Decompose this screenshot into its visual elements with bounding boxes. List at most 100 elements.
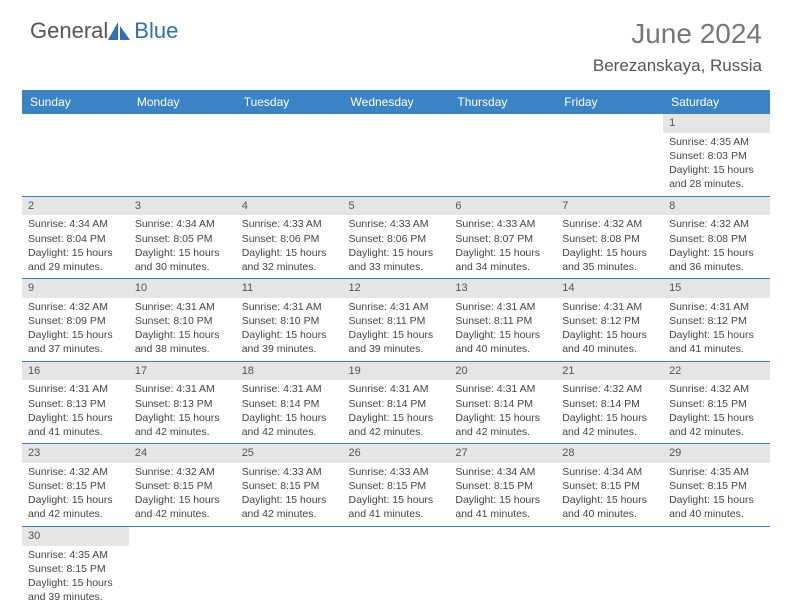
- day-number: 23: [22, 444, 129, 463]
- calendar-cell: [129, 114, 236, 196]
- calendar-cell: 2Sunrise: 4:34 AMSunset: 8:04 PMDaylight…: [22, 196, 129, 279]
- day-details: Sunrise: 4:32 AMSunset: 8:08 PMDaylight:…: [663, 215, 770, 278]
- calendar-cell: 28Sunrise: 4:34 AMSunset: 8:15 PMDayligh…: [556, 444, 663, 527]
- day-number: 30: [22, 527, 129, 546]
- day-details: Sunrise: 4:31 AMSunset: 8:10 PMDaylight:…: [236, 298, 343, 361]
- daylight-line: Daylight: 15 hours and 40 minutes.: [455, 328, 550, 356]
- brand-text-1: General: [30, 18, 108, 44]
- sunrise-line: Sunrise: 4:31 AM: [349, 382, 444, 396]
- day-details: Sunrise: 4:32 AMSunset: 8:09 PMDaylight:…: [22, 298, 129, 361]
- day-number: 8: [663, 197, 770, 216]
- day-details: Sunrise: 4:33 AMSunset: 8:15 PMDaylight:…: [236, 463, 343, 526]
- sunset-line: Sunset: 8:10 PM: [242, 314, 337, 328]
- day-details: Sunrise: 4:31 AMSunset: 8:14 PMDaylight:…: [343, 380, 450, 443]
- day-number: 11: [236, 279, 343, 298]
- calendar-row: 2Sunrise: 4:34 AMSunset: 8:04 PMDaylight…: [22, 196, 770, 279]
- calendar-cell: [129, 526, 236, 608]
- sunset-line: Sunset: 8:14 PM: [242, 397, 337, 411]
- daylight-line: Daylight: 15 hours and 35 minutes.: [562, 246, 657, 274]
- daylight-line: Daylight: 15 hours and 37 minutes.: [28, 328, 123, 356]
- location: Berezanskaya, Russia: [593, 56, 762, 76]
- calendar-cell: [343, 526, 450, 608]
- day-details: Sunrise: 4:34 AMSunset: 8:15 PMDaylight:…: [556, 463, 663, 526]
- day-details: Sunrise: 4:33 AMSunset: 8:15 PMDaylight:…: [343, 463, 450, 526]
- sunrise-line: Sunrise: 4:31 AM: [562, 300, 657, 314]
- sunset-line: Sunset: 8:15 PM: [28, 562, 123, 576]
- calendar-cell: 23Sunrise: 4:32 AMSunset: 8:15 PMDayligh…: [22, 444, 129, 527]
- calendar-cell: 27Sunrise: 4:34 AMSunset: 8:15 PMDayligh…: [449, 444, 556, 527]
- calendar-cell: 5Sunrise: 4:33 AMSunset: 8:06 PMDaylight…: [343, 196, 450, 279]
- calendar-cell: 19Sunrise: 4:31 AMSunset: 8:14 PMDayligh…: [343, 361, 450, 444]
- day-number: 7: [556, 197, 663, 216]
- day-number: 2: [22, 197, 129, 216]
- sunrise-line: Sunrise: 4:33 AM: [242, 465, 337, 479]
- day-details: Sunrise: 4:34 AMSunset: 8:05 PMDaylight:…: [129, 215, 236, 278]
- day-details: Sunrise: 4:33 AMSunset: 8:06 PMDaylight:…: [236, 215, 343, 278]
- sunset-line: Sunset: 8:14 PM: [349, 397, 444, 411]
- calendar-cell: 18Sunrise: 4:31 AMSunset: 8:14 PMDayligh…: [236, 361, 343, 444]
- sunset-line: Sunset: 8:12 PM: [562, 314, 657, 328]
- daylight-line: Daylight: 15 hours and 42 minutes.: [242, 493, 337, 521]
- daylight-line: Daylight: 15 hours and 41 minutes.: [349, 493, 444, 521]
- calendar-cell: 11Sunrise: 4:31 AMSunset: 8:10 PMDayligh…: [236, 279, 343, 362]
- calendar-cell: 21Sunrise: 4:32 AMSunset: 8:14 PMDayligh…: [556, 361, 663, 444]
- sunrise-line: Sunrise: 4:33 AM: [455, 217, 550, 231]
- day-details: Sunrise: 4:32 AMSunset: 8:14 PMDaylight:…: [556, 380, 663, 443]
- daylight-line: Daylight: 15 hours and 41 minutes.: [28, 411, 123, 439]
- sunrise-line: Sunrise: 4:33 AM: [349, 217, 444, 231]
- calendar-cell: 22Sunrise: 4:32 AMSunset: 8:15 PMDayligh…: [663, 361, 770, 444]
- calendar-row: 23Sunrise: 4:32 AMSunset: 8:15 PMDayligh…: [22, 444, 770, 527]
- sunrise-line: Sunrise: 4:31 AM: [242, 300, 337, 314]
- daylight-line: Daylight: 15 hours and 29 minutes.: [28, 246, 123, 274]
- sunset-line: Sunset: 8:14 PM: [562, 397, 657, 411]
- weekday-header: Tuesday: [236, 90, 343, 114]
- sunset-line: Sunset: 8:15 PM: [455, 479, 550, 493]
- day-number: 29: [663, 444, 770, 463]
- daylight-line: Daylight: 15 hours and 36 minutes.: [669, 246, 764, 274]
- calendar-cell: 7Sunrise: 4:32 AMSunset: 8:08 PMDaylight…: [556, 196, 663, 279]
- daylight-line: Daylight: 15 hours and 28 minutes.: [669, 163, 764, 191]
- month-title: June 2024: [593, 18, 762, 50]
- sunset-line: Sunset: 8:03 PM: [669, 149, 764, 163]
- sunset-line: Sunset: 8:04 PM: [28, 232, 123, 246]
- day-details: Sunrise: 4:31 AMSunset: 8:11 PMDaylight:…: [449, 298, 556, 361]
- calendar-cell: 29Sunrise: 4:35 AMSunset: 8:15 PMDayligh…: [663, 444, 770, 527]
- daylight-line: Daylight: 15 hours and 39 minutes.: [349, 328, 444, 356]
- sunrise-line: Sunrise: 4:34 AM: [562, 465, 657, 479]
- day-number: 15: [663, 279, 770, 298]
- sunrise-line: Sunrise: 4:34 AM: [455, 465, 550, 479]
- sunset-line: Sunset: 8:06 PM: [242, 232, 337, 246]
- day-number: 9: [22, 279, 129, 298]
- calendar-cell: [236, 114, 343, 196]
- day-number: 20: [449, 362, 556, 381]
- calendar-cell: 3Sunrise: 4:34 AMSunset: 8:05 PMDaylight…: [129, 196, 236, 279]
- calendar-cell: 10Sunrise: 4:31 AMSunset: 8:10 PMDayligh…: [129, 279, 236, 362]
- day-details: Sunrise: 4:32 AMSunset: 8:15 PMDaylight:…: [22, 463, 129, 526]
- daylight-line: Daylight: 15 hours and 40 minutes.: [562, 493, 657, 521]
- day-details: Sunrise: 4:31 AMSunset: 8:14 PMDaylight:…: [236, 380, 343, 443]
- sunset-line: Sunset: 8:11 PM: [349, 314, 444, 328]
- day-number: 19: [343, 362, 450, 381]
- brand-logo: General Blue: [30, 18, 178, 44]
- day-number: 4: [236, 197, 343, 216]
- weekday-header: Wednesday: [343, 90, 450, 114]
- day-number: 13: [449, 279, 556, 298]
- sunrise-line: Sunrise: 4:32 AM: [562, 217, 657, 231]
- day-details: Sunrise: 4:35 AMSunset: 8:15 PMDaylight:…: [663, 463, 770, 526]
- sunrise-line: Sunrise: 4:32 AM: [135, 465, 230, 479]
- calendar-cell: 6Sunrise: 4:33 AMSunset: 8:07 PMDaylight…: [449, 196, 556, 279]
- sunset-line: Sunset: 8:15 PM: [562, 479, 657, 493]
- sunrise-line: Sunrise: 4:35 AM: [28, 548, 123, 562]
- day-number: 26: [343, 444, 450, 463]
- day-number: 22: [663, 362, 770, 381]
- calendar-cell: 24Sunrise: 4:32 AMSunset: 8:15 PMDayligh…: [129, 444, 236, 527]
- day-number: 24: [129, 444, 236, 463]
- daylight-line: Daylight: 15 hours and 42 minutes.: [135, 411, 230, 439]
- day-number: 16: [22, 362, 129, 381]
- day-details: Sunrise: 4:31 AMSunset: 8:11 PMDaylight:…: [343, 298, 450, 361]
- sunrise-line: Sunrise: 4:31 AM: [135, 382, 230, 396]
- weekday-header: Friday: [556, 90, 663, 114]
- daylight-line: Daylight: 15 hours and 42 minutes.: [455, 411, 550, 439]
- sunrise-line: Sunrise: 4:34 AM: [135, 217, 230, 231]
- day-number: 6: [449, 197, 556, 216]
